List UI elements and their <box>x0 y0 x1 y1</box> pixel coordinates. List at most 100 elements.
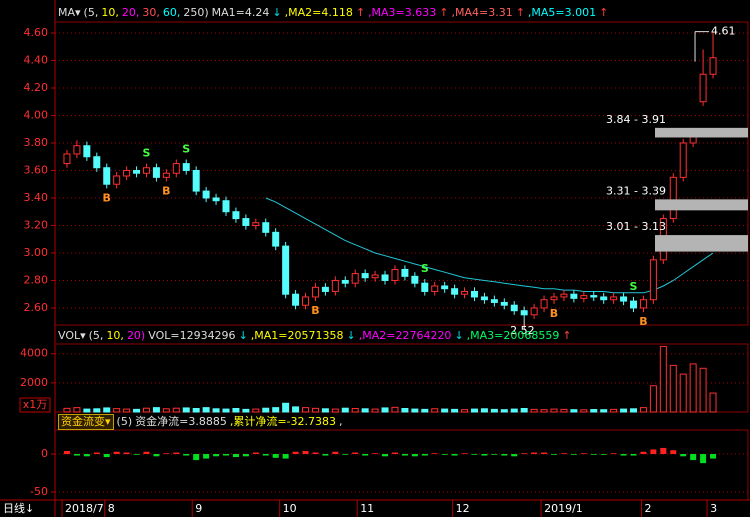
header-text: ,MA1=20571358 <box>250 329 344 342</box>
candle-body <box>252 222 260 226</box>
period-label[interactable]: 日线↓ <box>3 501 34 515</box>
volume-bar <box>510 408 518 413</box>
flow-bar <box>133 454 140 455</box>
flow-bar <box>103 454 110 458</box>
flow-bar <box>600 454 607 455</box>
candle-body <box>63 153 71 165</box>
volume-bar <box>282 402 290 413</box>
candle-body <box>391 268 399 281</box>
volume-bar <box>242 408 250 413</box>
volume-bar <box>709 392 717 413</box>
header-text: ↓ <box>454 329 464 342</box>
candle-body <box>421 282 429 292</box>
unit-label: x1万 <box>23 398 48 411</box>
flow-bar <box>183 454 190 456</box>
flow-bar <box>541 452 548 455</box>
volume-bar <box>292 406 300 413</box>
y-tick-label: 3.00 <box>24 246 49 259</box>
flow-bar <box>670 450 677 455</box>
candle-body <box>510 304 518 312</box>
volume-bar <box>600 409 608 413</box>
flow-bar <box>143 451 150 455</box>
candle-body <box>133 169 141 174</box>
volume-bar <box>381 407 389 413</box>
x-tick-label: 3 <box>710 502 717 515</box>
candle-body <box>560 293 568 298</box>
candle-body <box>123 169 131 177</box>
candle-body <box>93 156 101 169</box>
candle-body <box>371 274 379 279</box>
y-tick-label: 4.00 <box>24 108 49 121</box>
candle-body <box>282 245 290 295</box>
candle-body <box>331 279 339 292</box>
price-zone <box>655 235 748 252</box>
candle-body <box>500 301 508 306</box>
volume-bar <box>302 407 310 413</box>
volume-bar <box>540 409 548 413</box>
candle-body <box>570 293 578 299</box>
volume-bar <box>83 408 91 413</box>
flow-bar <box>560 453 567 455</box>
header-text: ,累计净流=-32.7383 <box>229 415 337 428</box>
candle-body <box>411 275 419 284</box>
candle-body <box>480 296 488 301</box>
volume-bar <box>142 407 150 413</box>
volume-bar <box>331 408 339 413</box>
x-tick-label: 2 <box>644 502 651 515</box>
header-text: 10, <box>101 6 119 19</box>
flow-bar <box>590 454 597 455</box>
candle-body <box>580 295 588 299</box>
candle-body <box>172 163 180 174</box>
header-text: ↑ <box>515 6 525 19</box>
y-tick-label: 4000 <box>20 347 48 360</box>
volume-bar <box>361 408 369 413</box>
x-tick-label: 12 <box>456 502 470 515</box>
candle-body <box>351 273 359 284</box>
low-label: 2.52 <box>510 324 535 337</box>
flow-bar <box>302 450 309 455</box>
volume-bar <box>311 407 319 413</box>
indicator-header: VOL▾ (5, 10, 20) VOL=12934296 ↓ ,MA1=20571358 ↓… <box>58 328 572 344</box>
volume-bar <box>341 407 349 413</box>
candle-body <box>620 296 628 302</box>
volume-bar <box>182 407 190 413</box>
y-tick-label: 2.80 <box>24 273 49 286</box>
volume-bar <box>411 408 419 413</box>
candle-body <box>381 274 389 281</box>
header-text: ↓ <box>346 329 356 342</box>
flow-bar <box>431 453 438 455</box>
volume-bar <box>73 407 81 413</box>
header-text: ,MA2=4.118 <box>284 6 353 19</box>
header-text[interactable]: 资金流变▾ <box>58 414 114 430</box>
signal-marker: B <box>162 184 170 197</box>
candle-body <box>311 286 319 298</box>
volume-bar <box>252 408 260 413</box>
flow-bar <box>93 452 100 455</box>
candle-body <box>709 57 717 75</box>
volume-bar <box>103 407 111 413</box>
header-text: 10, <box>106 329 124 342</box>
volume-bar <box>639 407 647 413</box>
volume-bar <box>421 408 429 413</box>
header-text: 60, <box>162 6 181 19</box>
x-tick-label: 8 <box>108 502 115 515</box>
flow-bar <box>213 454 220 457</box>
y-tick-label: 3.60 <box>24 163 49 176</box>
flow-bar <box>511 454 518 457</box>
flow-bar <box>411 454 418 457</box>
candle-body <box>600 296 608 301</box>
flow-bar <box>252 452 259 455</box>
volume-bar <box>560 408 568 413</box>
candle-body <box>321 286 329 292</box>
x-tick-label: 2018/7 <box>65 502 104 515</box>
flow-bar <box>322 454 329 456</box>
zone-label: 3.01 - 3.13 <box>606 220 666 233</box>
flow-bar <box>332 451 339 455</box>
flow-bar <box>292 451 299 455</box>
y-tick-label: 4.60 <box>24 26 49 39</box>
signal-marker: S <box>143 147 151 160</box>
candle-body <box>490 299 498 303</box>
candle-body <box>232 211 240 220</box>
volume-bar <box>520 408 528 413</box>
header-text: ↑ <box>439 6 449 19</box>
